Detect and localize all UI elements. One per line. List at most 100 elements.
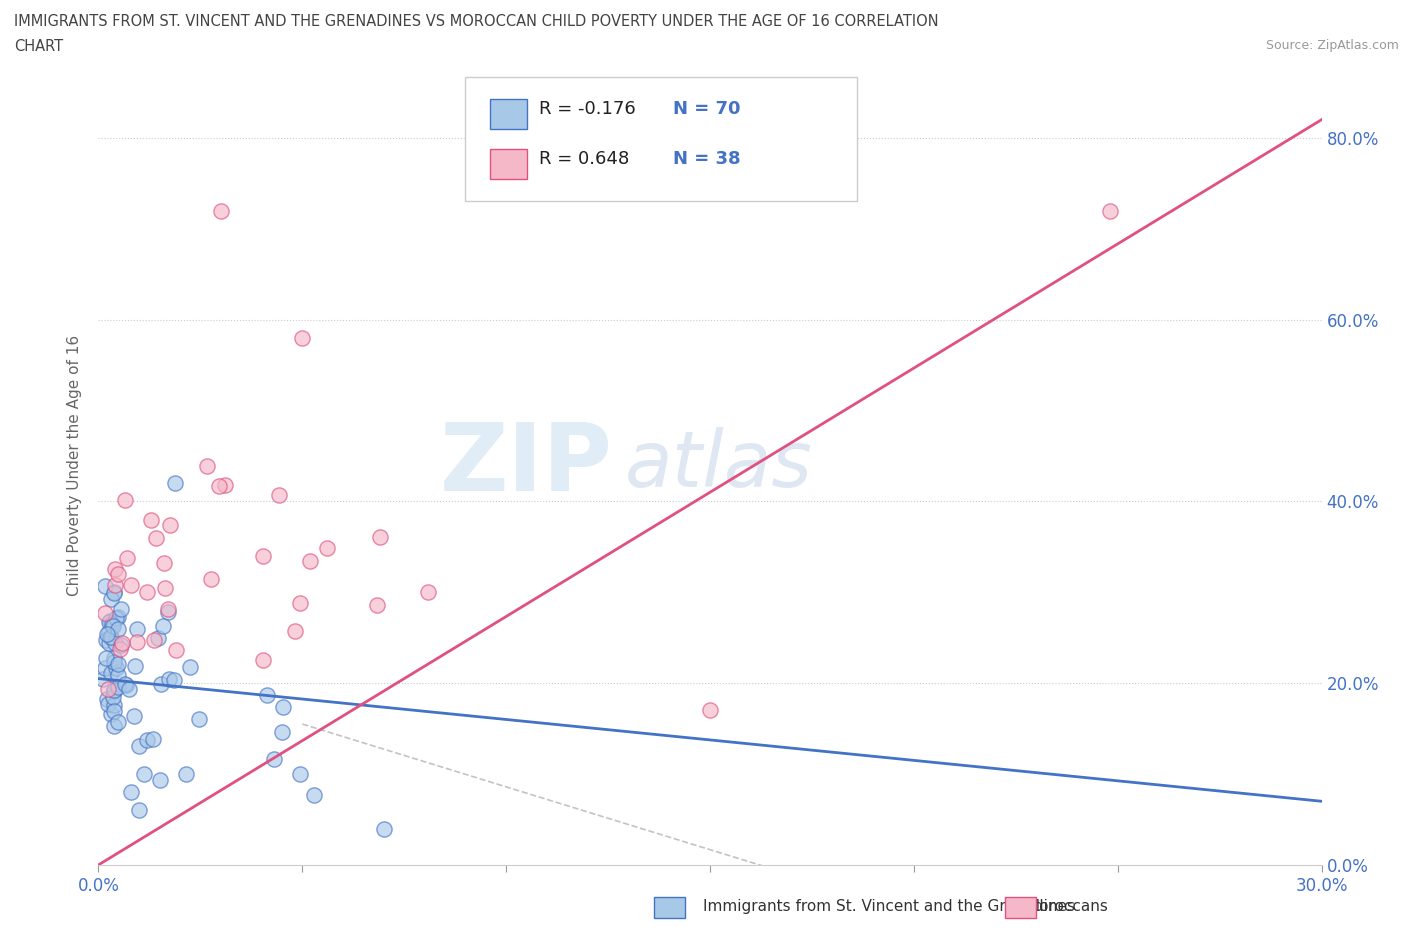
Y-axis label: Child Poverty Under the Age of 16: Child Poverty Under the Age of 16 [67, 335, 83, 595]
Text: Source: ZipAtlas.com: Source: ZipAtlas.com [1265, 39, 1399, 52]
Point [107, 567, 129, 582]
Point [148, 631, 170, 645]
FancyBboxPatch shape [465, 77, 856, 201]
Point [103, 585, 125, 600]
Point [115, 551, 138, 565]
Point [103, 584, 125, 599]
Point [107, 609, 129, 624]
Point [107, 657, 129, 671]
Point [273, 699, 295, 714]
Point [163, 476, 186, 491]
Point [94, 605, 117, 620]
Text: ZIP: ZIP [439, 419, 612, 511]
Text: Immigrants from St. Vincent and the Grenadines: Immigrants from St. Vincent and the Gren… [703, 899, 1076, 914]
Point [104, 611, 127, 626]
Point [188, 711, 211, 726]
Point [110, 602, 132, 617]
Point [103, 618, 125, 633]
Point [107, 680, 129, 695]
Point [416, 584, 439, 599]
Point [117, 682, 139, 697]
Point [298, 553, 321, 568]
Point [699, 703, 721, 718]
Point [132, 767, 155, 782]
Point [101, 689, 124, 704]
Point [252, 548, 274, 563]
Point [139, 513, 162, 528]
Point [96, 627, 118, 642]
Point [368, 530, 391, 545]
Point [1098, 203, 1121, 218]
Point [124, 709, 146, 724]
Point [103, 655, 125, 670]
Point [97, 635, 120, 650]
Point [110, 638, 132, 653]
Point [163, 672, 186, 687]
Point [200, 572, 222, 587]
Point [128, 738, 150, 753]
Text: atlas: atlas [624, 427, 813, 503]
Point [120, 785, 142, 800]
Point [94, 578, 117, 593]
Point [98, 630, 121, 644]
Point [153, 580, 176, 595]
Point [142, 732, 165, 747]
Text: R = -0.176: R = -0.176 [538, 100, 636, 118]
Point [159, 518, 181, 533]
Point [111, 635, 134, 650]
Point [152, 618, 174, 633]
Point [103, 704, 125, 719]
Text: N = 70: N = 70 [673, 100, 741, 118]
Point [96, 691, 118, 706]
Point [179, 660, 201, 675]
Point [302, 787, 325, 802]
Point [104, 578, 127, 592]
FancyBboxPatch shape [489, 99, 526, 129]
Point [107, 621, 129, 636]
Point [157, 672, 180, 687]
Text: Moroccans: Moroccans [1026, 899, 1108, 914]
Point [97, 682, 120, 697]
Text: R = 0.648: R = 0.648 [538, 151, 628, 168]
Point [214, 478, 236, 493]
Point [288, 766, 311, 781]
Point [96, 632, 118, 647]
Point [98, 614, 121, 629]
Point [316, 540, 339, 555]
Point [107, 715, 129, 730]
Point [288, 595, 311, 610]
Point [124, 658, 146, 673]
Point [156, 604, 179, 619]
Point [291, 330, 314, 345]
Point [103, 650, 125, 665]
Point [93, 671, 115, 686]
Point [165, 643, 187, 658]
Point [114, 677, 136, 692]
Text: IMMIGRANTS FROM ST. VINCENT AND THE GRENADINES VS MOROCCAN CHILD POVERTY UNDER T: IMMIGRANTS FROM ST. VINCENT AND THE GREN… [14, 14, 939, 29]
Text: N = 38: N = 38 [673, 151, 741, 168]
Point [145, 531, 167, 546]
Point [114, 492, 136, 507]
Point [208, 478, 231, 493]
Point [142, 632, 165, 647]
Point [100, 666, 122, 681]
Point [157, 602, 180, 617]
Point [150, 676, 173, 691]
Point [94, 650, 117, 665]
Point [263, 751, 285, 766]
Point [103, 698, 125, 712]
FancyBboxPatch shape [489, 149, 526, 179]
Point [98, 624, 121, 639]
Point [149, 772, 172, 787]
Point [174, 766, 197, 781]
Point [100, 630, 122, 644]
Point [256, 687, 278, 702]
Point [108, 642, 131, 657]
Point [104, 561, 127, 576]
Point [105, 660, 128, 675]
Point [103, 683, 125, 698]
Point [100, 591, 122, 606]
Point [128, 803, 150, 817]
Point [114, 676, 136, 691]
Point [252, 653, 274, 668]
